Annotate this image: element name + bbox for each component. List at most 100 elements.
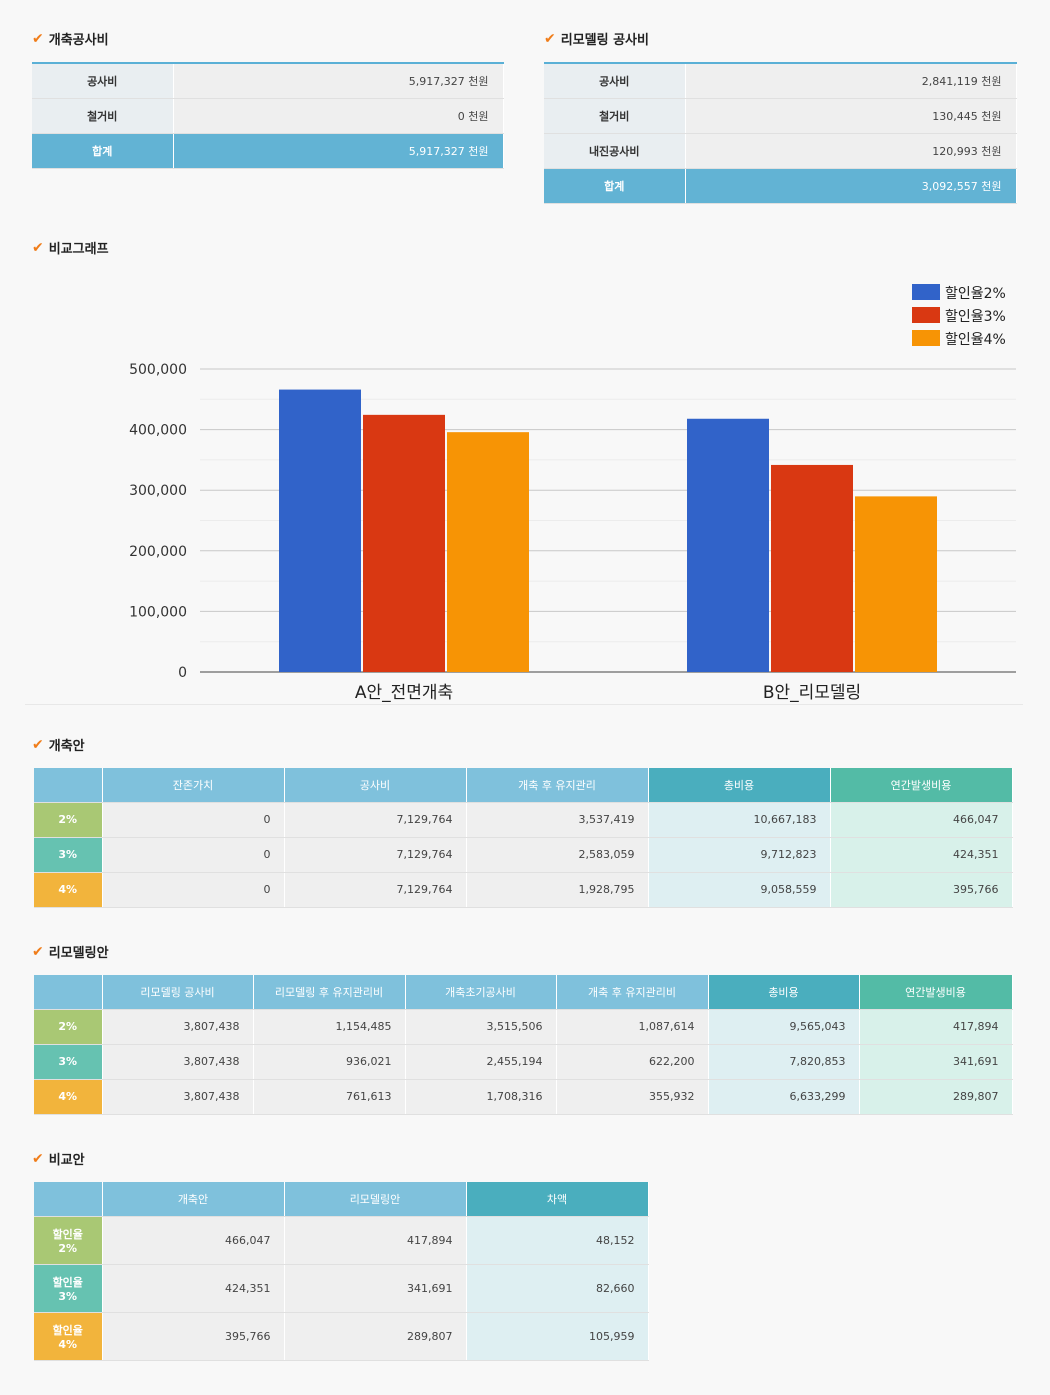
- cell: 417,894: [284, 1216, 467, 1265]
- check-icon: ✔: [32, 1150, 44, 1167]
- cell: 395,766: [830, 872, 1013, 908]
- cell: 48,152: [466, 1216, 649, 1265]
- cell: 466,047: [830, 802, 1013, 838]
- row-value: 2,841,119 천원: [685, 63, 1017, 99]
- section-title-remodel-cost: ✔ 리모델링 공사비: [544, 29, 649, 49]
- cell: 424,351: [830, 837, 1013, 873]
- header-corner: [34, 768, 103, 803]
- table-row: 공사비 2,841,119 천원: [544, 63, 1017, 99]
- cell: 289,807: [859, 1079, 1013, 1115]
- rate-label: 3%: [34, 837, 103, 873]
- table-row: 할인율 2% 466,047 417,894 48,152: [34, 1216, 649, 1265]
- row-label: 공사비: [32, 63, 174, 99]
- header-corner: [34, 975, 103, 1010]
- y-tick-label: 200,000: [129, 544, 187, 560]
- legend-label: 할인율4%: [945, 332, 1006, 348]
- column-header: 총비용: [648, 768, 831, 803]
- cell: 82,660: [466, 1264, 649, 1313]
- cell: 1,708,316: [405, 1079, 557, 1115]
- cell: 761,613: [253, 1079, 406, 1115]
- section-title-text: 리모델링 공사비: [560, 33, 649, 48]
- bar-1-2: [363, 414, 445, 672]
- cell: 2,583,059: [466, 837, 649, 873]
- cell: 424,351: [102, 1264, 285, 1313]
- rate-label: 4%: [34, 1079, 103, 1115]
- y-tick-label: 400,000: [129, 423, 187, 439]
- rate-label-line: 할인율: [52, 1275, 83, 1289]
- rate-label: 할인율 2%: [34, 1216, 103, 1265]
- section-title-graph: ✔ 비교그래프: [32, 238, 109, 258]
- rebuild-cost-table: 공사비 5,917,327 천원 철거비 0 천원 합계 5,917,327 천…: [32, 62, 504, 169]
- rate-label: 3%: [34, 1044, 103, 1080]
- table-row: 3% 3,807,438 936,021 2,455,194 622,200 7…: [34, 1044, 1013, 1080]
- bar-2-3: [855, 496, 937, 672]
- table-row: 철거비 0 천원: [32, 98, 504, 134]
- y-tick-label: 0: [178, 665, 187, 681]
- cell: 1,154,485: [253, 1009, 406, 1045]
- header-row: 잔존가치 공사비 개축 후 유지관리 총비용 연간발생비용: [34, 768, 1013, 803]
- cell: 6,633,299: [708, 1079, 860, 1115]
- rate-label-line: 2%: [58, 1241, 78, 1255]
- cell: 9,712,823: [648, 837, 831, 873]
- table-row: 철거비 130,445 천원: [544, 98, 1017, 134]
- cell: 622,200: [556, 1044, 709, 1080]
- check-icon: ✔: [32, 239, 44, 256]
- cell: 3,515,506: [405, 1009, 557, 1045]
- legend-label: 할인율2%: [945, 286, 1006, 302]
- legend-swatch: [912, 284, 940, 300]
- table-row: 할인율 4% 395,766 289,807 105,959: [34, 1312, 649, 1361]
- cell: 7,129,764: [284, 872, 467, 908]
- x-category-label: B안_리모델링: [763, 683, 861, 703]
- cell: 0: [102, 837, 285, 873]
- rate-label-line: 할인율: [52, 1323, 83, 1337]
- total-label: 합계: [32, 133, 174, 169]
- row-value: 130,445 천원: [685, 98, 1017, 134]
- table-row: 4% 3,807,438 761,613 1,708,316 355,932 6…: [34, 1079, 1013, 1115]
- rate-label: 2%: [34, 802, 103, 838]
- rate-label: 2%: [34, 1009, 103, 1045]
- comparison-bar-chart: 0 100,000 200,000 300,000 400,000 500,000 A안_전…: [129, 284, 1016, 703]
- cell: 289,807: [284, 1312, 467, 1361]
- cell: 355,932: [556, 1079, 709, 1115]
- row-value: 120,993 천원: [685, 133, 1017, 169]
- section-title-text: 개축공사비: [48, 33, 109, 48]
- cell: 1,087,614: [556, 1009, 709, 1045]
- cell: 341,691: [284, 1264, 467, 1313]
- column-header: 총비용: [708, 975, 860, 1010]
- table-row: 3% 0 7,129,764 2,583,059 9,712,823 424,3…: [34, 837, 1013, 873]
- cell: 7,129,764: [284, 837, 467, 873]
- cell: 0: [102, 802, 285, 838]
- cell: 10,667,183: [648, 802, 831, 838]
- header-corner: [34, 1182, 103, 1217]
- x-category-label: A안_전면개축: [355, 683, 453, 703]
- rate-label: 할인율 4%: [34, 1312, 103, 1361]
- table-row: 공사비 5,917,327 천원: [32, 63, 504, 99]
- column-header: 공사비: [284, 768, 467, 803]
- legend-swatch: [912, 330, 940, 346]
- y-tick-label: 300,000: [129, 483, 187, 499]
- bar-1-3: [447, 432, 529, 672]
- column-header: 개축 후 유지관리비: [556, 975, 709, 1010]
- check-icon: ✔: [32, 30, 44, 47]
- section-title-text: 비교안: [48, 1153, 85, 1168]
- section-title-text: 개축안: [48, 739, 85, 754]
- y-tick-label: 500,000: [129, 362, 187, 378]
- total-row: 합계 5,917,327 천원: [32, 133, 504, 169]
- cell: 1,928,795: [466, 872, 649, 908]
- section-title-rebuild-plan: ✔ 개축안: [32, 735, 85, 755]
- column-header: 연간발생비용: [859, 975, 1013, 1010]
- remodel-cost-table: 공사비 2,841,119 천원 철거비 130,445 천원 내진공사비 12…: [544, 62, 1017, 204]
- header-row: 개축안 리모델링안 차액: [34, 1182, 649, 1217]
- y-tick-label: 100,000: [129, 604, 187, 620]
- cell: 3,807,438: [102, 1009, 254, 1045]
- cell: 417,894: [859, 1009, 1013, 1045]
- column-header: 리모델링안: [284, 1182, 467, 1217]
- cell: 466,047: [102, 1216, 285, 1265]
- column-header: 개축초기공사비: [405, 975, 557, 1010]
- column-header: 리모델링 공사비: [102, 975, 254, 1010]
- table-row: 2% 3,807,438 1,154,485 3,515,506 1,087,6…: [34, 1009, 1013, 1045]
- rate-label-line: 할인율: [52, 1227, 83, 1241]
- section-title-remodel-plan: ✔ 리모델링안: [32, 942, 109, 962]
- column-header: 개축안: [102, 1182, 285, 1217]
- column-header: 잔존가치: [102, 768, 285, 803]
